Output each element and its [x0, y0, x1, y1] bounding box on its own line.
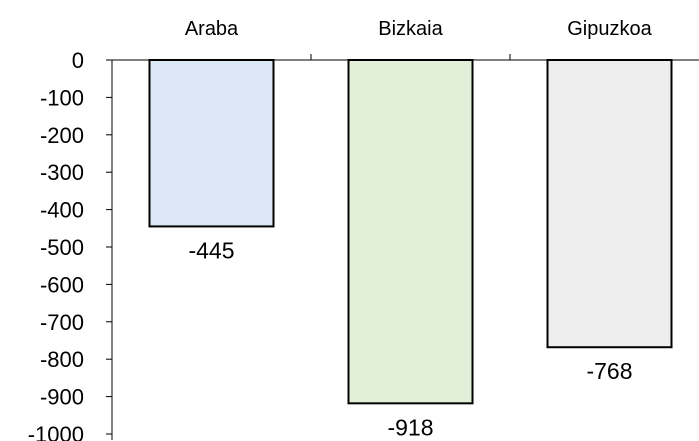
y-tick-label: -100 [40, 85, 84, 110]
bar-araba [148, 59, 275, 228]
data-label: -768 [586, 358, 632, 384]
y-tick-label: 0 [72, 48, 84, 73]
data-label: -918 [387, 414, 433, 440]
y-tick-label: -200 [40, 123, 84, 148]
y-tick-label: -900 [40, 385, 84, 410]
bar-gipuzkoa [546, 59, 673, 349]
y-tick-label: -700 [40, 310, 84, 335]
y-tick-label: -400 [40, 198, 84, 223]
y-tick-label: -800 [40, 347, 84, 372]
y-tick-label: -500 [40, 235, 84, 260]
category-label: Gipuzkoa [567, 18, 652, 40]
bar-bizkaia [347, 59, 474, 405]
data-label: -445 [188, 237, 234, 263]
y-tick-label: -600 [40, 272, 84, 297]
axes: 0 -100 -200 -300 -400 -500 -600 -700 -800 -900 -10… [28, 48, 699, 441]
category-label: Araba [185, 18, 239, 40]
bars [148, 59, 673, 405]
labels: Araba -445 Bizkaia -918 Gipuzkoa -768 [185, 18, 653, 440]
y-tick-label: -300 [40, 160, 84, 185]
category-label: Bizkaia [378, 18, 443, 40]
y-tick-label: -1000 [28, 422, 84, 441]
